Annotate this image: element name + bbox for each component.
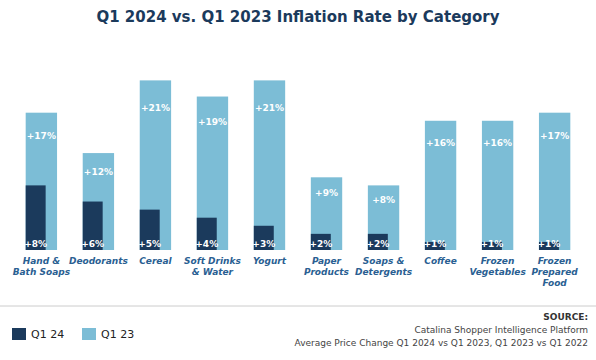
bar <box>539 113 570 250</box>
bar <box>482 121 513 250</box>
data-label: +6% <box>81 239 104 249</box>
category-label-line: Food <box>543 278 568 288</box>
data-label: +19% <box>198 117 227 127</box>
category-label-line: & Water <box>192 267 234 277</box>
category-label-line: Soft Drinks <box>184 256 241 266</box>
category-label: Cereal <box>139 256 172 266</box>
category-label: Yogurt <box>253 256 287 266</box>
data-label: +12% <box>84 167 113 177</box>
bar <box>197 97 228 250</box>
legend: Q1 24 Q1 23 <box>12 328 134 341</box>
bar <box>140 80 171 250</box>
category-label: FrozenVegetables <box>469 256 526 277</box>
category-label-line: Products <box>304 267 349 277</box>
data-label: +16% <box>426 138 455 148</box>
bars <box>26 80 571 250</box>
category-label-line: Coffee <box>424 256 457 266</box>
data-label: +1% <box>423 239 446 249</box>
data-label: +4% <box>195 239 218 249</box>
data-label: +8% <box>372 195 395 205</box>
category-label-line: Deodorants <box>69 256 129 266</box>
category-label: Soaps &Detergents <box>355 256 413 277</box>
legend-swatch <box>82 328 96 340</box>
data-label: +2% <box>366 239 389 249</box>
category-label-line: Vegetables <box>469 267 526 277</box>
category-label-line: Cereal <box>139 256 172 266</box>
data-label: +21% <box>255 103 284 113</box>
data-label: +2% <box>309 239 332 249</box>
category-label-line: Detergents <box>355 267 413 277</box>
category-label-line: Prepared <box>531 267 578 277</box>
data-label: +17% <box>27 131 56 141</box>
source-text: Catalina Shopper Intelligence Platform <box>414 325 588 335</box>
data-label: +5% <box>138 239 161 249</box>
category-label-line: Hand & <box>23 256 61 266</box>
category-label-line: Paper <box>312 256 342 266</box>
category-label: Hand &Bath Soaps <box>13 256 71 277</box>
bar <box>83 153 114 250</box>
annotations: SOURCE: Catalina Shopper Intelligence Pla… <box>295 312 588 348</box>
category-label: Deodorants <box>69 256 129 266</box>
bar <box>425 121 456 250</box>
title: Q1 2024 vs. Q1 2023 Inflation Rate by Ca… <box>96 8 499 26</box>
legend-swatch <box>12 328 26 340</box>
source-text: Average Price Change Q1 2024 vs Q1 2023,… <box>295 338 588 348</box>
bar <box>254 80 285 250</box>
chart: Q1 2024 vs. Q1 2023 Inflation Rate by Ca… <box>0 0 596 360</box>
bar <box>26 113 57 250</box>
data-label: +3% <box>252 239 275 249</box>
category-label-line: Soaps & <box>363 256 405 266</box>
data-label: +17% <box>540 131 569 141</box>
category-label-line: Yogurt <box>253 256 287 266</box>
footer-rule <box>0 306 596 307</box>
source-text: SOURCE: <box>543 312 588 322</box>
x-tick-labels: Hand &Bath SoapsDeodorants Cereal Soft Dri… <box>13 256 579 288</box>
data-label: +21% <box>141 103 170 113</box>
data-label: +9% <box>315 188 338 198</box>
category-label: PaperProducts <box>304 256 349 277</box>
category-label-line: Frozen <box>538 256 572 266</box>
category-label: Coffee <box>424 256 457 266</box>
data-label: +1% <box>538 239 561 249</box>
category-label-line: Frozen <box>481 256 515 266</box>
legend-label: Q1 23 <box>101 328 134 341</box>
category-label: FrozenPreparedFood <box>531 256 578 288</box>
data-label: +1% <box>480 239 503 249</box>
category-label: Soft Drinks& Water <box>184 256 241 277</box>
data-labels: +17% +12% +21% +19% +21% +9% +8% +16% +16% +17% +8… <box>24 103 569 249</box>
category-label-line: Bath Soaps <box>13 267 71 277</box>
data-label: +8% <box>24 239 47 249</box>
data-label: +16% <box>483 138 512 148</box>
legend-label: Q1 24 <box>31 328 64 341</box>
